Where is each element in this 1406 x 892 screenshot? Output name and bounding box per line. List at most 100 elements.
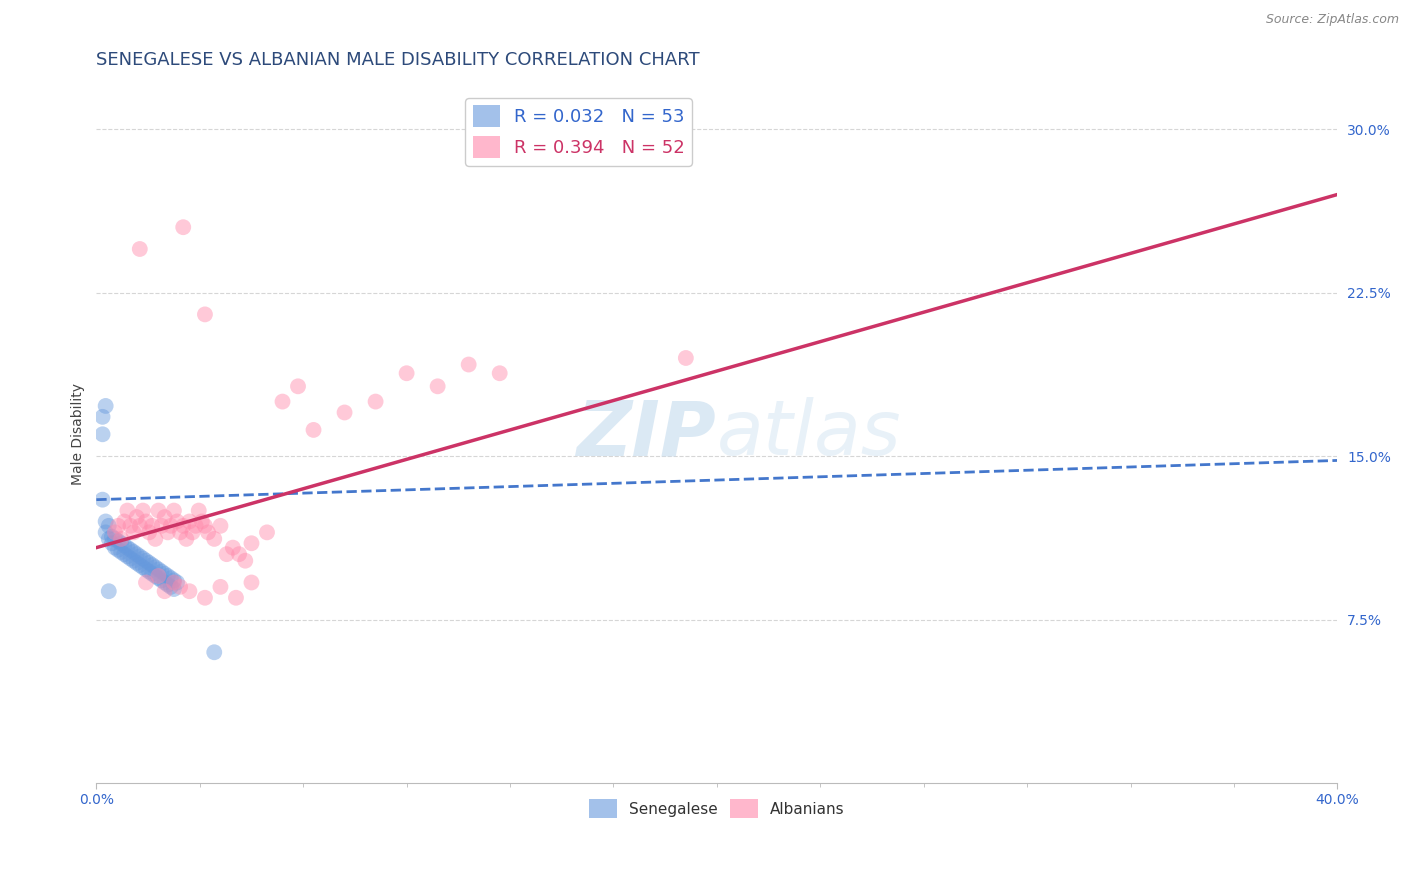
Point bbox=[426, 379, 449, 393]
Point bbox=[112, 515, 135, 529]
Point bbox=[141, 558, 163, 572]
Point bbox=[110, 532, 132, 546]
Point bbox=[128, 242, 150, 256]
Point bbox=[132, 503, 155, 517]
Point bbox=[110, 545, 132, 559]
Point bbox=[179, 515, 201, 529]
Point bbox=[197, 525, 219, 540]
Point bbox=[163, 503, 186, 517]
Point bbox=[194, 591, 217, 605]
Point bbox=[163, 582, 186, 596]
Point bbox=[132, 551, 155, 566]
Point bbox=[169, 525, 191, 540]
Text: SENEGALESE VS ALBANIAN MALE DISABILITY CORRELATION CHART: SENEGALESE VS ALBANIAN MALE DISABILITY C… bbox=[97, 51, 700, 69]
Text: ZIP: ZIP bbox=[576, 397, 717, 471]
Point bbox=[117, 549, 139, 564]
Point bbox=[209, 580, 232, 594]
Point bbox=[101, 530, 124, 544]
Point bbox=[163, 575, 186, 590]
Point bbox=[395, 366, 418, 380]
Point bbox=[107, 518, 129, 533]
Point bbox=[240, 575, 263, 590]
Point bbox=[271, 394, 294, 409]
Point bbox=[143, 569, 166, 583]
Point bbox=[179, 584, 201, 599]
Point bbox=[181, 525, 204, 540]
Point bbox=[166, 515, 188, 529]
Point bbox=[172, 220, 194, 235]
Text: atlas: atlas bbox=[717, 397, 901, 471]
Legend: Senegalese, Albanians: Senegalese, Albanians bbox=[583, 793, 851, 824]
Point bbox=[138, 525, 160, 540]
Point bbox=[150, 574, 173, 588]
Point bbox=[97, 532, 120, 546]
Point bbox=[101, 536, 124, 550]
Point bbox=[225, 591, 247, 605]
Point bbox=[148, 569, 170, 583]
Point bbox=[156, 569, 179, 583]
Text: Source: ZipAtlas.com: Source: ZipAtlas.com bbox=[1265, 13, 1399, 27]
Point bbox=[120, 518, 142, 533]
Point bbox=[166, 575, 188, 590]
Point bbox=[91, 427, 114, 442]
Point bbox=[159, 571, 181, 585]
Point bbox=[94, 399, 117, 413]
Point bbox=[150, 518, 173, 533]
Point bbox=[172, 518, 194, 533]
Point bbox=[153, 566, 176, 581]
Point bbox=[138, 556, 160, 570]
Point bbox=[91, 492, 114, 507]
Point bbox=[135, 562, 157, 576]
Point bbox=[104, 532, 127, 546]
Point bbox=[222, 541, 245, 555]
Point bbox=[148, 562, 170, 576]
Point bbox=[209, 518, 232, 533]
Point bbox=[191, 515, 214, 529]
Point bbox=[202, 532, 225, 546]
Point bbox=[97, 584, 120, 599]
Point bbox=[159, 580, 181, 594]
Point bbox=[122, 545, 145, 559]
Point bbox=[194, 518, 217, 533]
Point bbox=[333, 405, 356, 419]
Point bbox=[233, 554, 256, 568]
Point bbox=[675, 351, 697, 365]
Point bbox=[287, 379, 309, 393]
Point bbox=[153, 510, 176, 524]
Point bbox=[187, 503, 209, 517]
Point bbox=[104, 525, 127, 540]
Point bbox=[153, 584, 176, 599]
Point bbox=[176, 532, 198, 546]
Point bbox=[141, 518, 163, 533]
Point bbox=[457, 358, 479, 372]
Point bbox=[125, 556, 148, 570]
Point bbox=[132, 560, 155, 574]
Point bbox=[91, 409, 114, 424]
Point bbox=[143, 560, 166, 574]
Point bbox=[364, 394, 387, 409]
Point bbox=[228, 547, 250, 561]
Point bbox=[156, 577, 179, 591]
Point bbox=[256, 525, 278, 540]
Point bbox=[104, 541, 127, 555]
Point bbox=[120, 542, 142, 557]
Point bbox=[125, 510, 148, 524]
Point bbox=[184, 518, 207, 533]
Point bbox=[163, 574, 186, 588]
Point bbox=[122, 554, 145, 568]
Point bbox=[138, 565, 160, 579]
Point bbox=[122, 525, 145, 540]
Point bbox=[153, 575, 176, 590]
Point bbox=[240, 536, 263, 550]
Point bbox=[112, 547, 135, 561]
Y-axis label: Male Disability: Male Disability bbox=[72, 384, 86, 485]
Point bbox=[117, 541, 139, 555]
Point bbox=[94, 515, 117, 529]
Point bbox=[143, 532, 166, 546]
Point bbox=[117, 503, 139, 517]
Point bbox=[150, 565, 173, 579]
Point bbox=[128, 518, 150, 533]
Point bbox=[120, 551, 142, 566]
Point bbox=[107, 542, 129, 557]
Point bbox=[107, 534, 129, 549]
